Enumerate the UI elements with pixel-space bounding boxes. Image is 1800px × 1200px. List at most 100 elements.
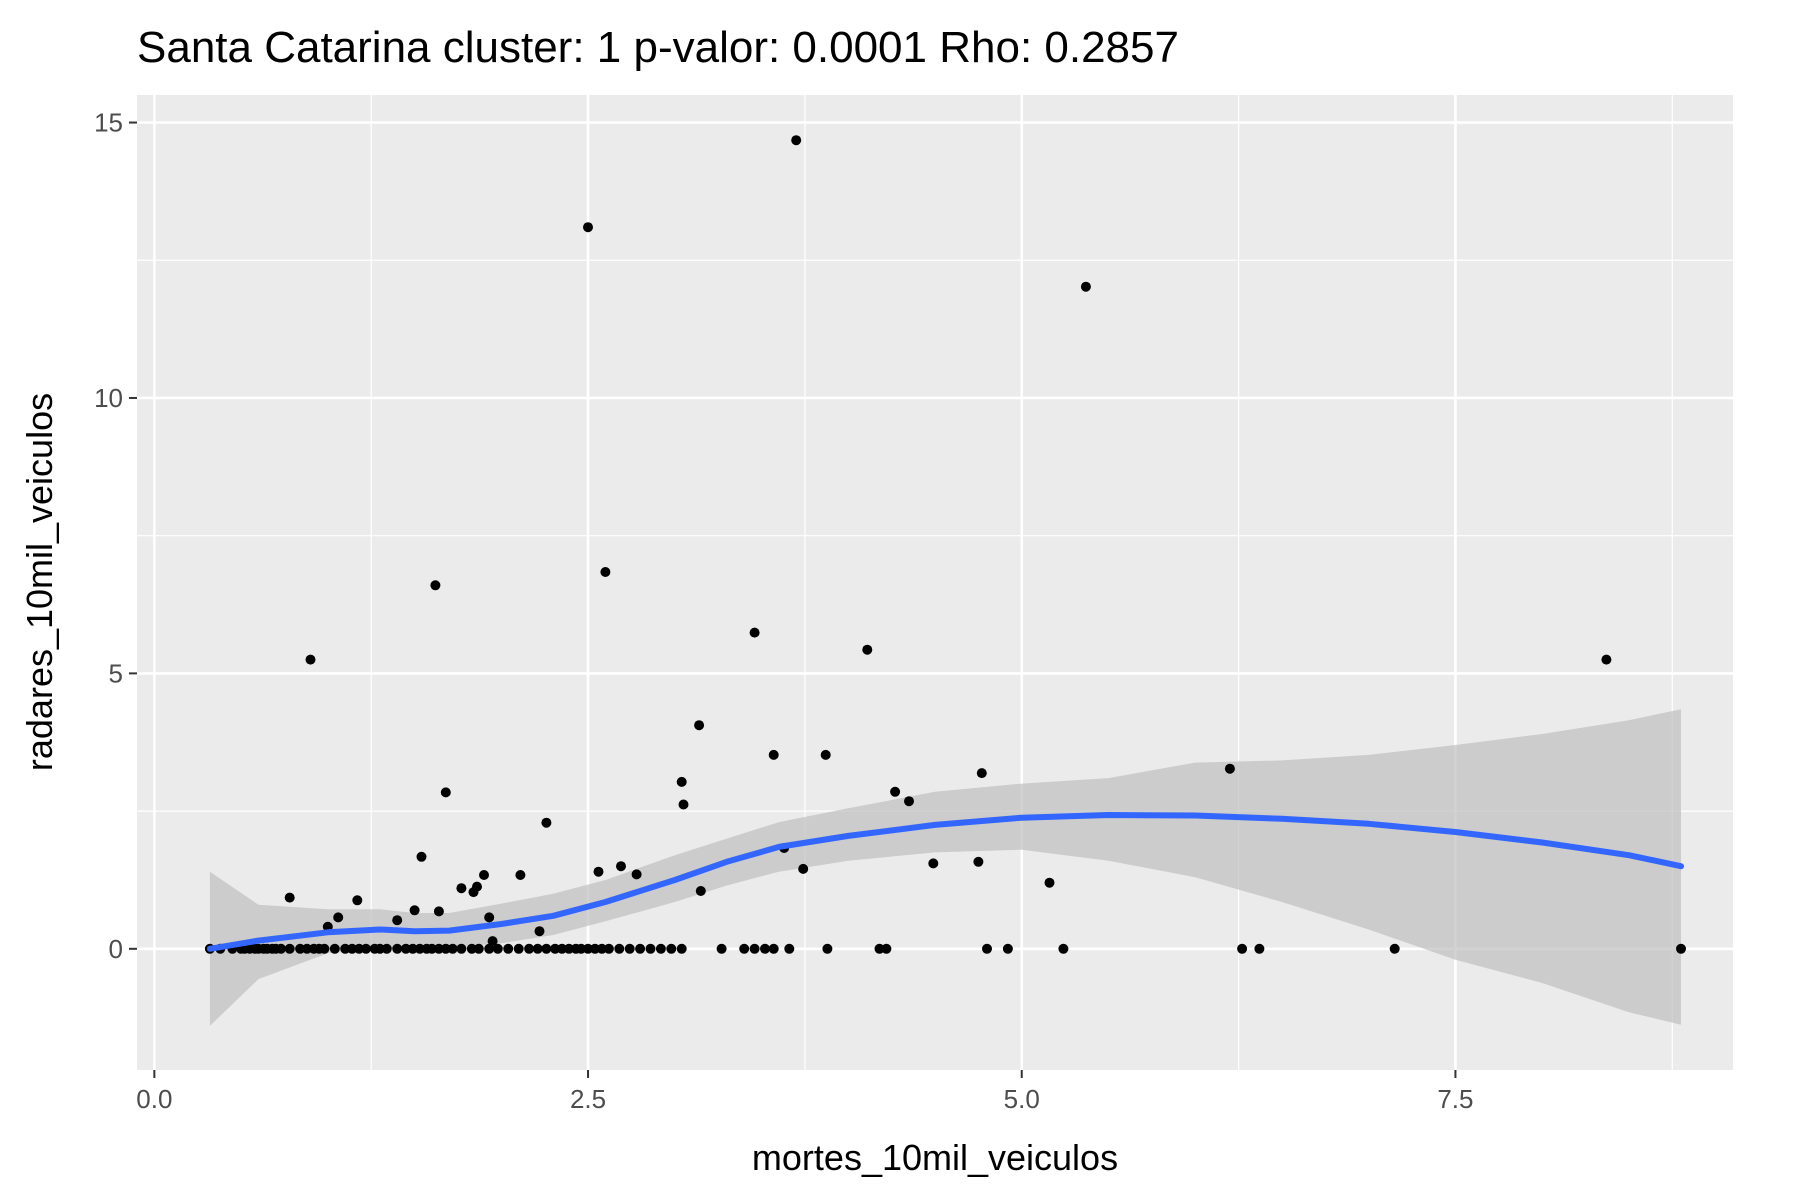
data-point [503,943,514,954]
data-point [982,943,992,954]
data-point [676,776,687,787]
data-point [976,768,987,779]
y-tick-label: 0 [109,934,123,964]
data-point [534,926,545,937]
data-point [1237,943,1248,954]
data-point [447,943,458,954]
y-axis-title: radares_10mil_veiculos [19,393,60,771]
data-point [392,943,403,954]
data-point [352,895,363,906]
data-point [576,943,587,954]
data-point [820,749,831,760]
data-point [484,943,495,954]
data-point [1080,281,1091,292]
data-point [694,720,705,731]
data-point [749,627,760,638]
data-point [1676,943,1686,954]
data-point [739,943,750,954]
x-tick-label: 7.5 [1437,1084,1473,1114]
data-point [557,943,567,954]
data-point [564,943,574,954]
y-axis: 0 5 10 15 [94,108,137,964]
data-point [426,943,437,954]
x-axis-title: mortes_10mil_veiculos [752,1137,1118,1178]
minor-gridlines [137,95,1733,1070]
data-point [381,943,392,954]
data-point [614,943,625,954]
data-point [791,135,802,146]
data-point [822,943,833,954]
data-point [472,881,482,892]
data-point [302,943,312,954]
x-axis: 0.0 2.5 5.0 7.5 [136,1070,1474,1114]
data-point [1224,763,1235,774]
data-point [541,943,552,954]
data-point [433,906,444,917]
data-point [541,817,552,828]
data-point [600,567,611,577]
data-point [1389,943,1400,954]
data-point [361,943,371,954]
data-point [583,943,593,954]
data-point [374,943,385,954]
confidence-band [209,709,1681,1026]
data-point [340,943,351,954]
data-point [583,222,593,233]
data-point [484,912,495,923]
data-point [347,943,358,954]
data-point [524,943,535,954]
data-point [716,943,727,954]
data-point [928,858,939,869]
data-point [760,943,770,954]
data-point [479,870,489,880]
data-point [596,943,607,954]
x-tick-label: 0.0 [136,1084,172,1114]
data-point [798,863,809,874]
data-point [550,943,561,954]
y-tick-label: 10 [94,383,123,413]
confidence-band-area [209,709,1681,1026]
data-point [904,796,914,807]
data-point [440,787,451,798]
data-point [319,943,330,954]
x-tick-label: 5.0 [1004,1084,1040,1114]
data-point [749,943,760,954]
data-point [666,943,677,954]
data-point [430,580,441,591]
data-point [284,943,295,954]
data-point [473,943,484,954]
data-point [456,943,467,954]
data-point [874,943,885,954]
data-point [655,943,666,954]
data-point [635,943,646,954]
data-point [416,851,427,862]
data-point [487,936,498,947]
data-point [333,912,344,923]
data-point [1254,943,1265,954]
data-point [284,892,295,903]
data-point [624,943,635,954]
data-point [695,886,706,896]
data-point [676,943,687,954]
chart-title: Santa Catarina cluster: 1 p-valor: 0.000… [137,23,1179,72]
data-point [440,943,451,954]
data-point [590,943,600,954]
data-point [354,943,365,954]
data-point [678,799,689,810]
data-point [973,856,984,867]
data-point [1044,877,1055,888]
data-point [768,749,779,760]
data-point [492,943,503,954]
data-points [204,135,1686,954]
data-point [784,943,795,954]
data-point [513,943,524,954]
data-point [890,786,901,797]
data-point [616,861,626,872]
data-point [414,943,425,954]
data-point [392,915,403,926]
data-point [276,943,286,954]
data-point [645,943,656,954]
data-point [881,943,892,954]
